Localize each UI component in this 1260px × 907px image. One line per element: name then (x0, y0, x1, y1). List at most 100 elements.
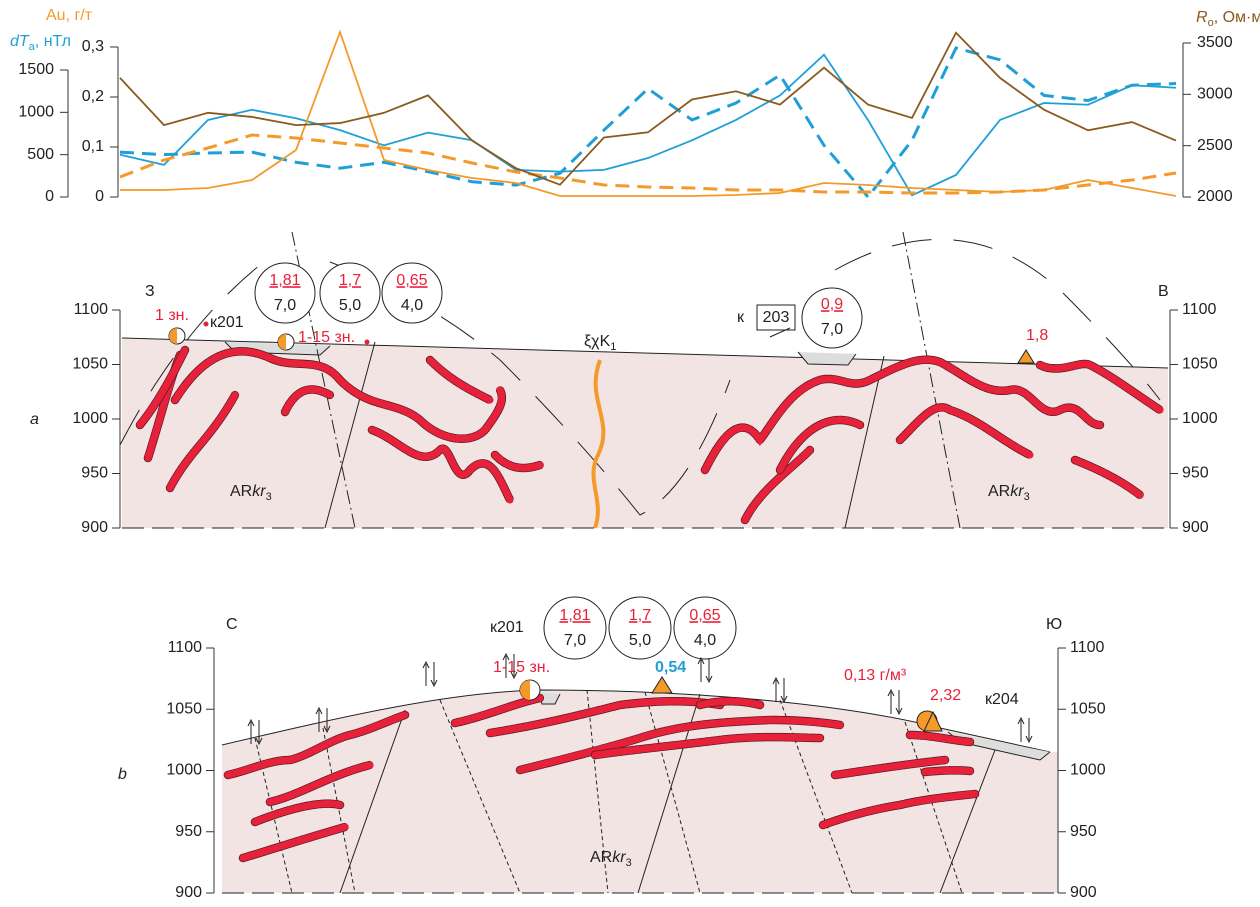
well-label: к (737, 309, 745, 326)
zone-label: 1 зн. (155, 307, 189, 324)
y-tick-label: 1100 (1070, 639, 1105, 656)
text-part: AR (230, 483, 252, 500)
zone-label: 1-15 зн. (298, 329, 355, 346)
shape (700, 701, 760, 705)
y3-title: Rо, Ом·м (1196, 9, 1260, 29)
y-tick-label: 1500 (18, 61, 54, 78)
y-tick-label: 1050 (1182, 356, 1218, 373)
text-part: AR (590, 849, 612, 866)
y-tick-label: 950 (1070, 823, 1097, 840)
y-tick-label: 0 (95, 188, 104, 205)
panel-label: b (118, 766, 127, 783)
assay-value: 0,65 (396, 272, 427, 289)
y-tick-label: 1000 (166, 762, 202, 779)
text-part: , Ом·м (1214, 9, 1260, 26)
y-tick-label: 3000 (1197, 86, 1233, 103)
sample-label: 0,54 (655, 659, 686, 676)
y-tick-label: 3500 (1197, 34, 1233, 51)
y-tick-label: 0 (45, 188, 54, 205)
assay-value: 1,81 (559, 607, 590, 624)
y-tick-label: 1100 (168, 639, 203, 656)
assay-value: 5,0 (629, 632, 651, 649)
text-part: , нТл (35, 33, 71, 50)
intrusion-label: ξχK1 (584, 333, 616, 353)
well-label: к201 (210, 314, 244, 331)
y-tick-label: 1050 (1070, 700, 1106, 717)
y-tick-label: 0,3 (82, 38, 104, 55)
assay-value: 7,0 (274, 297, 296, 314)
direction-label: С (226, 616, 238, 633)
fault-arrow (888, 690, 902, 714)
assay-value: 1,81 (269, 272, 300, 289)
y-tick-label: 950 (81, 465, 108, 482)
sample-label: 1,8 (1026, 327, 1048, 344)
text-part: dT (10, 33, 30, 50)
zone-label: 1-15 зн. (493, 659, 550, 676)
series-line (120, 135, 1176, 193)
fault-arrow (1018, 718, 1032, 742)
y-tick-label: 0,2 (82, 88, 104, 105)
rock-label: ARkr3 (590, 849, 632, 869)
y-tick-label: 1000 (18, 104, 54, 121)
y-tick-label: 1100 (74, 301, 109, 318)
well-label: к204 (985, 691, 1019, 708)
y-tick-label: 900 (1070, 884, 1097, 901)
y-tick-label: 950 (175, 823, 202, 840)
assay-value: 7,0 (564, 632, 586, 649)
direction-label: З (145, 283, 155, 300)
shape (652, 677, 672, 693)
y-tick-label: 950 (1182, 465, 1209, 482)
text-part: 3 (266, 491, 272, 503)
direction-label: Ю (1046, 616, 1062, 633)
y-tick-label: 2000 (1197, 188, 1233, 205)
assay-value: 0,65 (689, 607, 720, 624)
y-tick-label: 1000 (1182, 410, 1218, 427)
y-tick-label: 1050 (72, 356, 108, 373)
text-part: 1 (610, 341, 616, 353)
text-part: kr (252, 483, 266, 500)
text-part: ξχK (584, 333, 611, 350)
y-tick-label: 1000 (1070, 762, 1106, 779)
assay-value: 1,7 (339, 272, 361, 289)
y-tick-label: 900 (175, 884, 202, 901)
series-line (120, 55, 1176, 196)
shape (365, 340, 370, 345)
text-part: kr (1010, 483, 1024, 500)
assay-value: 4,0 (401, 297, 423, 314)
fault-arrow (698, 658, 712, 682)
y-tick-label: 900 (81, 519, 108, 536)
well-label: к201 (490, 619, 524, 636)
assay-value: 5,0 (339, 297, 361, 314)
assay-value: 7,0 (821, 321, 843, 338)
text-part: 3 (626, 857, 632, 869)
sample-label: 0,13 г/м³ (844, 667, 907, 684)
shape (925, 770, 970, 772)
rock-label: ARkr3 (230, 483, 272, 503)
text-part: AR (988, 483, 1010, 500)
assay-value: 1,7 (629, 607, 651, 624)
fault-arrow (423, 662, 437, 686)
pit (798, 352, 856, 365)
y-tick-label: 1050 (166, 700, 202, 717)
shape (1018, 350, 1034, 363)
y2-title: Au, г/т (46, 7, 93, 24)
direction-label: В (1158, 283, 1169, 300)
rock-label: ARkr3 (988, 483, 1030, 503)
y-tick-label: 500 (27, 146, 54, 163)
y-tick-label: 1000 (72, 410, 108, 427)
text-part: kr (612, 849, 626, 866)
y-tick-label: 900 (1182, 519, 1209, 536)
text-part: 3 (1024, 491, 1030, 503)
shape (204, 322, 209, 327)
sample-label: 2,32 (930, 687, 961, 704)
fault-arrow (773, 678, 787, 702)
y-tick-label: 1100 (1182, 301, 1217, 318)
well-label: 203 (763, 309, 790, 326)
panel-label: a (30, 411, 39, 428)
figure: dTa, нТл Au, г/т Rо, Ом·м З В a 1 зн. к2… (0, 0, 1260, 907)
text-part: R (1196, 9, 1208, 26)
y-tick-label: 0,1 (82, 138, 104, 155)
y-tick-label: 2500 (1197, 137, 1233, 154)
y-title: dTa, нТл (10, 33, 71, 53)
assay-value: 4,0 (694, 632, 716, 649)
